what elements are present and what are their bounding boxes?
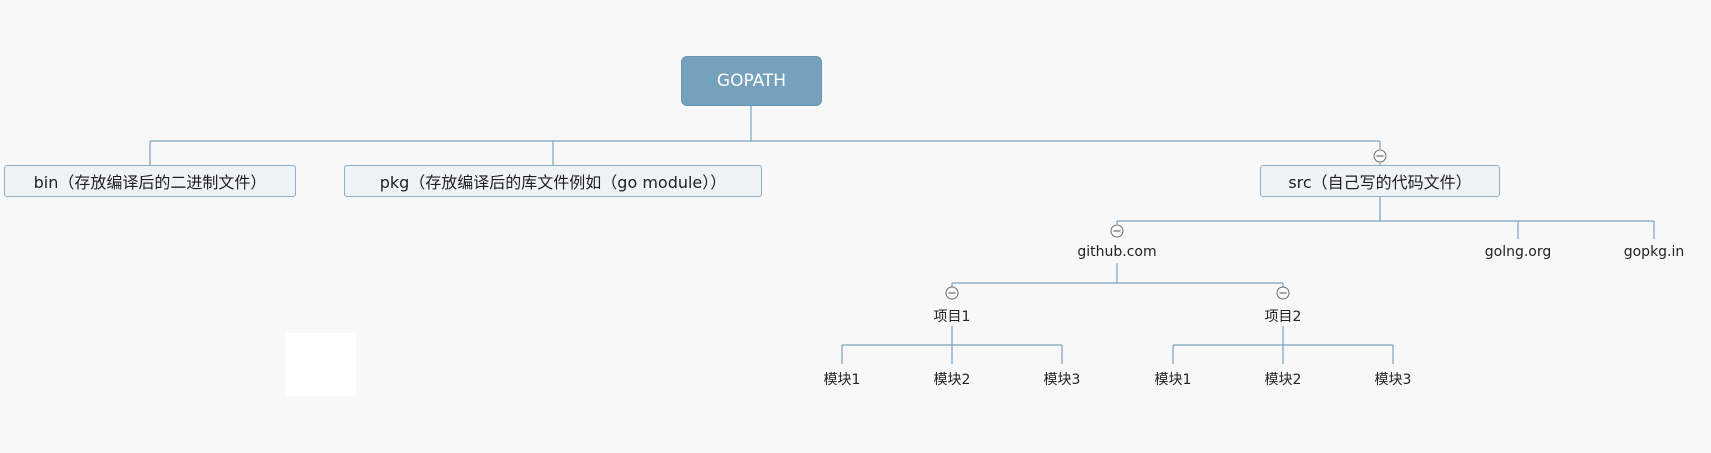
node-bin-label: bin（存放编译后的二进制文件）	[33, 173, 267, 192]
collapse-src-icon[interactable]	[1373, 149, 1387, 163]
module-label: 模块2	[933, 372, 971, 388]
node-project2[interactable]: 项目2	[1265, 306, 1302, 326]
node-project2-module-3[interactable]: 模块3	[1375, 369, 1412, 389]
node-src[interactable]: src（自己写的代码文件）	[1260, 165, 1500, 197]
module-label: 模块3	[1374, 372, 1412, 388]
node-gopkg-label: gopkg.in	[1623, 244, 1685, 260]
node-project1-label: 项目1	[933, 309, 971, 325]
node-gopath[interactable]: GOPATH	[681, 56, 822, 106]
module-label: 模块1	[823, 372, 861, 388]
node-project1[interactable]: 项目1	[934, 306, 971, 326]
node-project1-module-3[interactable]: 模块3	[1044, 369, 1081, 389]
node-project1-module-2[interactable]: 模块2	[934, 369, 971, 389]
node-gopath-label: GOPATH	[716, 71, 787, 91]
node-project2-module-1[interactable]: 模块1	[1155, 369, 1192, 389]
collapse-project1-icon[interactable]	[945, 286, 959, 300]
module-label: 模块1	[1154, 372, 1192, 388]
node-src-label: src（自己写的代码文件）	[1288, 173, 1472, 192]
node-bin[interactable]: bin（存放编译后的二进制文件）	[4, 165, 296, 197]
node-pkg[interactable]: pkg（存放编译后的库文件例如（go module））	[344, 165, 762, 197]
node-pkg-label: pkg（存放编译后的库文件例如（go module））	[379, 173, 727, 192]
node-project1-module-1[interactable]: 模块1	[824, 369, 861, 389]
node-github[interactable]: github.com	[1077, 244, 1156, 260]
collapse-github-icon[interactable]	[1110, 224, 1124, 238]
node-project2-label: 项目2	[1264, 309, 1302, 325]
node-golng[interactable]: golng.org	[1485, 244, 1552, 260]
module-label: 模块2	[1264, 372, 1302, 388]
module-label: 模块3	[1043, 372, 1081, 388]
blank-patch	[285, 333, 356, 396]
collapse-project2-icon[interactable]	[1276, 286, 1290, 300]
node-golng-label: golng.org	[1484, 244, 1552, 260]
node-gopkg[interactable]: gopkg.in	[1624, 244, 1685, 260]
node-project2-module-2[interactable]: 模块2	[1265, 369, 1302, 389]
node-github-label: github.com	[1077, 244, 1157, 260]
